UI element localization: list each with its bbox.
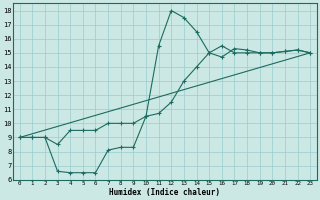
X-axis label: Humidex (Indice chaleur): Humidex (Indice chaleur) (109, 188, 220, 197)
